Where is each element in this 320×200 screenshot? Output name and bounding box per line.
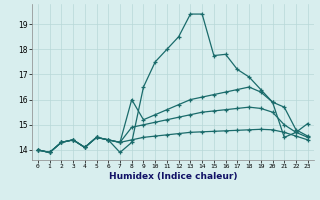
X-axis label: Humidex (Indice chaleur): Humidex (Indice chaleur): [108, 172, 237, 181]
